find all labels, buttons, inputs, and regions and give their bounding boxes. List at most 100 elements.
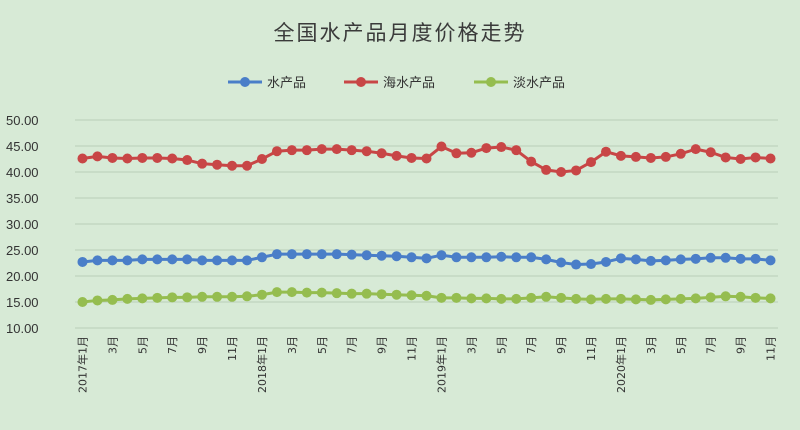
data-point — [720, 152, 731, 163]
data-point — [391, 289, 402, 300]
data-point — [346, 288, 357, 299]
data-point — [496, 142, 507, 153]
series-1 — [77, 141, 776, 177]
data-point — [301, 249, 312, 260]
data-point — [735, 253, 746, 264]
data-point — [331, 249, 342, 260]
legend: 水产品 海水产品 淡水产品 — [228, 76, 565, 91]
legend-item: 水产品 — [228, 76, 306, 91]
data-point — [511, 252, 522, 263]
legend-label: 海水产品 — [383, 76, 435, 91]
data-point — [316, 249, 327, 260]
data-point — [182, 155, 193, 166]
x-tick-label: 3月 — [465, 336, 478, 354]
data-point — [436, 292, 447, 303]
data-point — [675, 254, 686, 265]
y-tick-label: 20.00 — [6, 269, 39, 284]
x-tick-label: 3月 — [286, 336, 299, 354]
data-point — [526, 292, 537, 303]
data-point — [571, 259, 582, 270]
data-point — [645, 294, 656, 305]
data-point — [481, 252, 492, 263]
legend-label: 淡水产品 — [513, 76, 565, 91]
data-point — [541, 254, 552, 265]
data-point — [421, 153, 432, 164]
data-point — [600, 146, 611, 157]
y-tick-label: 25.00 — [6, 243, 39, 258]
data-point — [92, 151, 103, 162]
data-point — [735, 291, 746, 302]
data-point — [182, 292, 193, 303]
data-point — [526, 252, 537, 263]
data-point — [301, 287, 312, 298]
x-tick-label: 5月 — [136, 336, 149, 354]
x-tick-label: 11月 — [406, 336, 419, 361]
data-point — [376, 250, 387, 261]
series-0 — [77, 249, 776, 270]
data-point — [630, 151, 641, 162]
x-tick-label: 7月 — [705, 336, 718, 354]
y-tick-label: 35.00 — [6, 191, 39, 206]
data-point — [541, 291, 552, 302]
data-point — [316, 144, 327, 155]
data-point — [660, 294, 671, 305]
data-point — [436, 250, 447, 261]
data-point — [152, 254, 163, 265]
data-point — [675, 293, 686, 304]
data-point — [137, 152, 148, 163]
x-tick-label: 2018年1月 — [255, 336, 269, 393]
data-point — [286, 249, 297, 260]
data-point — [645, 152, 656, 163]
data-point — [511, 293, 522, 304]
data-point — [660, 151, 671, 162]
data-point — [571, 165, 582, 176]
legend-item: 淡水产品 — [474, 76, 565, 91]
legend-item: 海水产品 — [344, 76, 435, 91]
x-tick-label: 2019年1月 — [434, 336, 448, 393]
legend-marker — [486, 77, 496, 87]
data-point — [77, 153, 88, 164]
data-point — [137, 254, 148, 265]
legend-marker — [356, 77, 366, 87]
x-tick-label: 9月 — [376, 336, 389, 354]
data-point — [675, 148, 686, 159]
data-point — [256, 289, 267, 300]
data-point — [92, 295, 103, 306]
data-point — [212, 291, 223, 302]
data-point — [765, 293, 776, 304]
data-point — [615, 253, 626, 264]
gridlines — [75, 119, 778, 329]
data-point — [361, 250, 372, 261]
x-tick-label: 7月 — [166, 336, 179, 354]
data-point — [750, 253, 761, 264]
data-point — [316, 287, 327, 298]
data-point — [227, 291, 238, 302]
data-point — [122, 153, 133, 164]
data-point — [586, 157, 597, 168]
data-point — [376, 289, 387, 300]
data-point — [750, 292, 761, 303]
data-point — [765, 153, 776, 164]
data-point — [586, 259, 597, 270]
data-point — [645, 255, 656, 266]
data-point — [77, 256, 88, 267]
x-tick-label: 9月 — [196, 336, 209, 354]
y-tick-label: 15.00 — [6, 295, 39, 310]
data-point — [122, 255, 133, 266]
data-point — [167, 292, 178, 303]
x-tick-label: 3月 — [106, 336, 119, 354]
y-axis-ticks: 10.00 15.00 20.00 25.00 30.00 35.00 40.00 45.00… — [6, 113, 39, 336]
data-point — [600, 293, 611, 304]
data-point — [182, 254, 193, 265]
data-point — [615, 293, 626, 304]
data-point — [735, 154, 746, 164]
y-tick-label: 30.00 — [6, 217, 39, 232]
data-point — [301, 145, 312, 156]
y-tick-label: 10.00 — [6, 321, 39, 336]
data-point — [556, 167, 567, 177]
data-point — [511, 145, 522, 156]
x-tick-label: 7月 — [525, 336, 538, 354]
data-point — [212, 159, 223, 170]
data-point — [690, 293, 701, 304]
